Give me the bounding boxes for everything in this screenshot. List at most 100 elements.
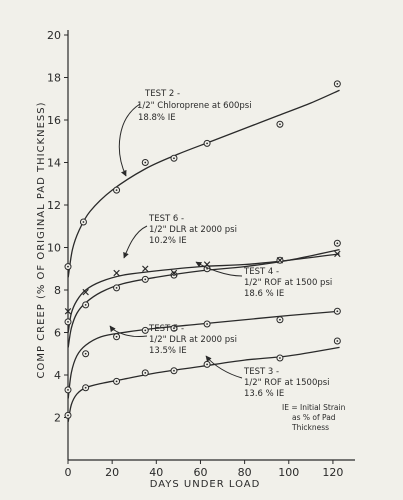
y-tick-label: 10 [47,242,61,255]
test-3-circle-marker [113,377,121,385]
y-tick-label: 6 [54,327,61,340]
test-4-x-marker [64,308,72,315]
y-tick-label: 16 [47,114,61,127]
marker-dot [279,123,281,126]
marker-dot [144,329,147,332]
marker-dot [336,82,339,85]
test-4-x-marker [276,257,284,264]
test-6-circle-marker [333,239,341,247]
test-6-circle-marker [113,284,121,292]
test-2-circle-marker [141,159,149,166]
test-3-curve [67,346,340,422]
marker-dot [206,323,208,325]
test-3-circle-marker [276,354,284,362]
y-tick-label: 12 [47,199,61,212]
test-3-circle-marker [64,411,72,419]
marker-dot [336,340,339,342]
test-2-circle-marker [276,120,284,128]
marker-dot [336,242,339,245]
test-5-curve [67,310,340,399]
test-5-circle-marker [333,307,341,315]
test2-desc: 1/2" Chloroprene at 600psi [137,101,252,111]
marker-dot [336,310,339,313]
marker-dot [173,274,175,277]
x-tick-label: 100 [278,466,299,479]
y-axis-label: COMP CREEP (% OF ORIGINAL PAD THICKNESS) [36,101,47,378]
x-tick-label: 60 [193,466,207,479]
marker-dot [144,278,147,281]
marker-dot [144,161,147,164]
test-6-curve [67,248,340,348]
test-3-circle-marker [203,360,211,368]
test-5-circle-marker [64,386,72,394]
test-5-circle-marker [170,324,178,332]
x-marker-stroke [170,269,178,277]
test-4-x-marker [170,269,178,277]
test-2-circle-marker [113,186,121,194]
marker-dot [279,357,281,359]
test-2-circle-marker [170,154,178,162]
x-marker-stroke [276,257,284,264]
test-2-leader [118,103,141,177]
marker-dot [279,318,281,321]
test-4-leader [195,261,243,277]
ie-note-line2: as % of Pad [292,413,336,422]
marker-dot [115,335,118,338]
x-marker-stroke [82,288,89,296]
x-axis-label: DAYS UNDER LOAD [150,479,261,490]
test5-desc: 1/2" DLR at 2000 psi [149,335,237,345]
test3-title: TEST 3 - [243,367,279,377]
data-markers [64,80,341,419]
test-2-circle-marker [79,218,87,226]
test-2-circle-marker [203,139,211,147]
test-4-x-marker [113,269,120,277]
test6-title: TEST 6 - [148,214,184,224]
test-5-circle-marker [82,350,90,358]
y-tick-label: 18 [47,72,61,85]
marker-dot [84,352,87,355]
marker-dot [144,371,147,374]
test2-title: TEST 2 - [144,89,180,99]
x-marker-stroke [334,250,341,258]
y-tick-label: 8 [54,284,61,297]
x-tick-label: 120 [322,466,343,479]
marker-dot [206,142,208,145]
marker-dot [115,380,118,383]
y-tick-label: 14 [47,157,61,170]
test-3-circle-marker [333,337,341,345]
x-tick-label: 0 [65,466,72,479]
series-curves [67,89,340,422]
y-tick-label: 20 [47,29,61,42]
axes: 0 20 40 60 80 100 120 2 4 6 8 10 12 14 16 18 20 [47,29,355,479]
marker-dot [82,221,85,223]
test-5-circle-marker [276,316,284,324]
test3-ie: 13.6 % IE [244,389,284,399]
test-5-circle-marker [141,326,149,334]
marker-dot [67,265,69,268]
test-2-circle-marker [333,80,341,88]
ie-note-line1: IE = Initial Strain [282,403,346,412]
y-tick-label: 4 [54,369,61,382]
test5-ie: 13.5% IE [149,346,187,356]
marker-dot [84,303,87,306]
marker-dot [173,157,175,160]
marker-dot [84,386,87,389]
test-3-circle-marker [82,384,90,392]
test5-title: TEST 5 - [148,324,184,334]
x-tick-label: 80 [238,466,252,479]
test-6-circle-marker [64,318,72,326]
marker-dot [67,388,69,391]
marker-dot [115,286,118,289]
test-5-circle-marker [113,333,121,341]
marker-dot [115,189,118,192]
test-3-circle-marker [170,367,178,375]
ie-note-line3: Thickness [291,423,329,432]
marker-dot [67,414,69,417]
test4-ie: 18.6 % IE [244,289,284,299]
test-6-leader [123,225,148,259]
marker-dot [206,363,208,366]
x-tick-label: 40 [149,466,163,479]
test-2-curve [67,89,340,278]
x-tick-label: 20 [105,466,119,479]
